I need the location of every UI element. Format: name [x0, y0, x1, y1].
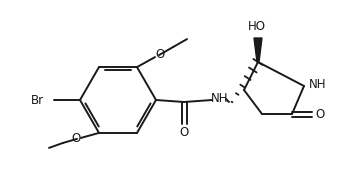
- Text: NH: NH: [211, 93, 229, 105]
- Text: O: O: [71, 132, 81, 145]
- Text: O: O: [315, 108, 325, 120]
- Text: HO: HO: [248, 21, 266, 33]
- Polygon shape: [254, 38, 262, 62]
- Text: NH: NH: [309, 78, 327, 90]
- Text: O: O: [155, 48, 165, 61]
- Text: O: O: [179, 126, 189, 139]
- Text: Br: Br: [31, 93, 44, 107]
